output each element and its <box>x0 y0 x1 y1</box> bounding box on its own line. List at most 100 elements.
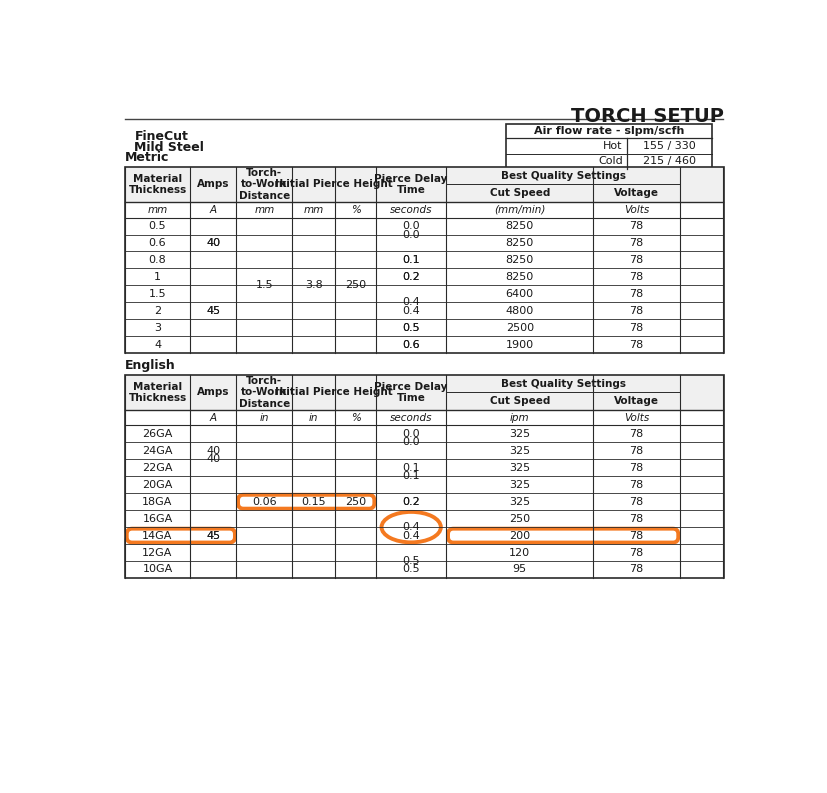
Text: Voltage: Voltage <box>613 188 658 198</box>
Text: 78: 78 <box>629 272 643 282</box>
Text: 155 / 330: 155 / 330 <box>642 141 695 151</box>
Text: 1.5: 1.5 <box>256 281 273 290</box>
Text: 4: 4 <box>154 339 161 350</box>
Text: Volts: Volts <box>623 205 648 215</box>
Text: Cut Speed: Cut Speed <box>489 396 549 406</box>
Bar <box>334 374 335 410</box>
Text: 0.4: 0.4 <box>402 522 419 532</box>
Text: 78: 78 <box>629 429 643 439</box>
Text: 0.2: 0.2 <box>402 272 419 282</box>
Text: 2: 2 <box>154 306 161 316</box>
Text: Amps: Amps <box>197 179 229 190</box>
Text: 0.0: 0.0 <box>402 221 419 231</box>
Text: Material
Thickness: Material Thickness <box>128 174 186 195</box>
Text: Pierce Delay
Time: Pierce Delay Time <box>374 174 447 195</box>
Text: Pierce Delay
Time: Pierce Delay Time <box>374 381 447 403</box>
Text: 325: 325 <box>509 480 530 490</box>
Text: 78: 78 <box>629 463 643 473</box>
Text: ipm: ipm <box>509 413 529 423</box>
Text: Volts: Volts <box>623 413 648 423</box>
Text: Mild Steel: Mild Steel <box>134 141 204 155</box>
Text: 24GA: 24GA <box>142 446 173 456</box>
Text: 8250: 8250 <box>505 272 533 282</box>
Text: 1900: 1900 <box>505 339 533 350</box>
Text: 78: 78 <box>629 306 643 316</box>
Text: 0.6: 0.6 <box>149 238 166 248</box>
Text: 0.5: 0.5 <box>149 221 166 231</box>
Text: Amps: Amps <box>197 387 229 397</box>
Text: 78: 78 <box>629 289 643 299</box>
Text: 40: 40 <box>206 454 220 465</box>
Bar <box>125 374 723 410</box>
Text: Torch-
to-Work
Distance: Torch- to-Work Distance <box>238 168 289 201</box>
Text: in: in <box>308 413 318 423</box>
Text: %: % <box>350 413 360 423</box>
Text: A: A <box>209 205 217 215</box>
Text: 0.5: 0.5 <box>402 556 419 566</box>
Text: 0.1: 0.1 <box>402 255 419 265</box>
Text: Torch-
to-Work
Distance: Torch- to-Work Distance <box>238 376 289 409</box>
Text: Cold: Cold <box>597 156 622 167</box>
Text: 0.5: 0.5 <box>402 323 419 333</box>
Text: 78: 78 <box>629 565 643 574</box>
Text: 0.5: 0.5 <box>402 323 419 333</box>
Bar <box>125 374 723 578</box>
Text: A: A <box>209 413 217 423</box>
Text: 8250: 8250 <box>505 238 533 248</box>
Text: Air flow rate - slpm/scfh: Air flow rate - slpm/scfh <box>533 126 684 136</box>
Bar <box>125 167 723 202</box>
Text: 0.1: 0.1 <box>402 463 419 473</box>
Text: 78: 78 <box>629 323 643 333</box>
Text: 0.0: 0.0 <box>402 229 419 239</box>
Text: 45: 45 <box>206 306 220 316</box>
Text: English: English <box>125 358 176 372</box>
Text: (mm/min): (mm/min) <box>494 205 545 215</box>
Text: 78: 78 <box>629 221 643 231</box>
Text: 200: 200 <box>509 531 530 541</box>
Text: 2500: 2500 <box>505 323 533 333</box>
Text: 78: 78 <box>629 531 643 541</box>
Text: 325: 325 <box>509 463 530 473</box>
Text: 3: 3 <box>154 323 160 333</box>
Text: Cut Speed: Cut Speed <box>489 188 549 198</box>
Text: 1.5: 1.5 <box>149 289 166 299</box>
Text: 0.2: 0.2 <box>402 272 419 282</box>
Text: 250: 250 <box>345 496 366 507</box>
Text: 215 / 460: 215 / 460 <box>642 156 695 167</box>
Text: mm: mm <box>147 205 167 215</box>
Text: 78: 78 <box>629 255 643 265</box>
Text: Material
Thickness: Material Thickness <box>128 381 186 403</box>
Text: 78: 78 <box>629 514 643 523</box>
Text: 325: 325 <box>509 496 530 507</box>
Text: 0.6: 0.6 <box>402 339 419 350</box>
Text: 78: 78 <box>629 238 643 248</box>
Text: mm: mm <box>304 205 323 215</box>
Text: 20GA: 20GA <box>142 480 173 490</box>
Text: 12GA: 12GA <box>142 547 173 557</box>
Text: 40: 40 <box>206 446 220 456</box>
Text: 250: 250 <box>345 281 366 290</box>
Text: %: % <box>350 205 360 215</box>
Text: 0.6: 0.6 <box>402 339 419 350</box>
Text: 95: 95 <box>512 565 526 574</box>
Text: Best Quality Settings: Best Quality Settings <box>500 378 625 389</box>
Text: 78: 78 <box>629 496 643 507</box>
Text: 8250: 8250 <box>505 221 533 231</box>
Text: 0.15: 0.15 <box>301 496 326 507</box>
Text: 8250: 8250 <box>505 255 533 265</box>
Text: 16GA: 16GA <box>142 514 172 523</box>
Text: 0.4: 0.4 <box>402 297 419 308</box>
Text: 120: 120 <box>509 547 530 557</box>
Text: 14GA: 14GA <box>142 531 173 541</box>
Text: 0.0: 0.0 <box>402 438 419 447</box>
Text: mm: mm <box>254 205 274 215</box>
Text: 4800: 4800 <box>505 306 533 316</box>
Text: 0.4: 0.4 <box>402 306 419 316</box>
Text: 325: 325 <box>509 429 530 439</box>
Text: 250: 250 <box>509 514 530 523</box>
Bar <box>506 125 711 169</box>
Text: 26GA: 26GA <box>142 429 173 439</box>
Bar <box>125 167 723 353</box>
Text: Best Quality Settings: Best Quality Settings <box>500 170 625 181</box>
Text: 45: 45 <box>206 531 220 541</box>
